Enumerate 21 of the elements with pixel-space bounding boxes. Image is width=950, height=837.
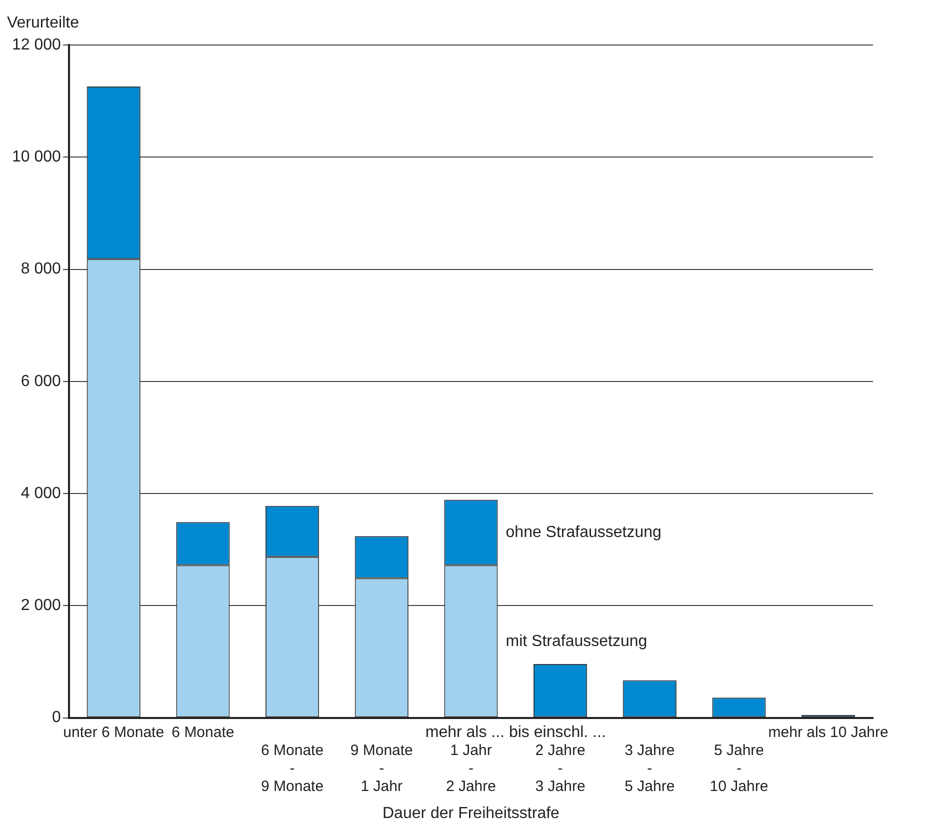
x-tick-label: 9 Monate - 1 Jahr <box>350 742 413 795</box>
y-tick-label: 8 000 <box>20 260 62 278</box>
y-tick-label: 12 000 <box>12 36 62 54</box>
series-label: ohne Strafaussetzung <box>506 524 662 541</box>
y-tick-label: 0 <box>52 709 62 726</box>
x-tick-label: 6 Monate <box>172 724 234 741</box>
x-tick-label: 3 Jahre - 5 Jahre <box>624 742 675 795</box>
text: mehr als ... bis einschl. ... <box>425 724 606 742</box>
y-axis-title: Verurteilte <box>6 14 80 32</box>
x-tick-label: 6 Monate - 9 Monate <box>261 742 324 795</box>
x-tick-label: 1 Jahr - 2 Jahre <box>446 742 496 795</box>
y-tick-label: 2 000 <box>20 597 62 614</box>
x-tick-label: mehr als 10 Jahre <box>768 724 888 741</box>
x-tick-label: unter 6 Monate <box>63 724 164 741</box>
y-tick-label: 4 000 <box>20 484 62 502</box>
x-tick-label: 5 Jahre - 10 Jahre <box>710 742 768 795</box>
y-tick-label: 10 000 <box>12 148 62 166</box>
x-tick-label: 2 Jahre - 3 Jahre <box>535 742 586 795</box>
y-tick-label: 6 000 <box>20 372 62 390</box>
x-axis-title: Dauer der Freiheitsstrafe <box>382 804 560 822</box>
series-label: mit Strafaussetzung <box>506 632 648 650</box>
